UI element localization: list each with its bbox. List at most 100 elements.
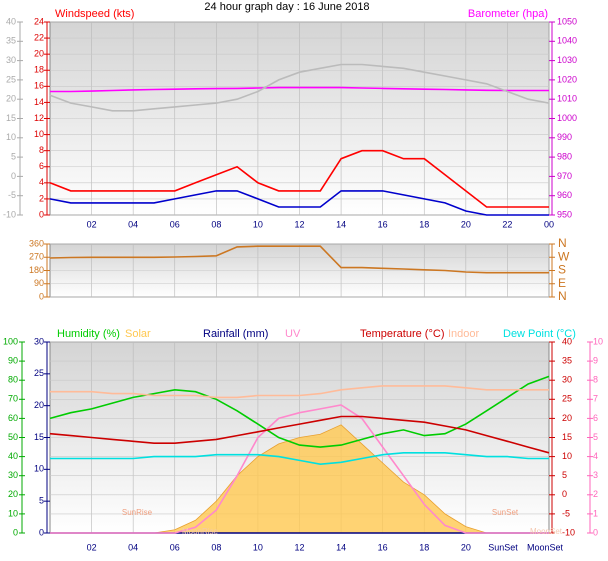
y3-tick-label: -5 [8,190,16,200]
y3-tick-label: 40 [6,16,16,26]
annotation: SunRise [122,508,153,517]
y3-tick-label: 10 [6,132,16,142]
y3-tick-label: 30 [6,55,16,65]
y2-tick-label: 970 [557,171,572,181]
y2-tick-label: 15 [562,432,572,442]
legend-label: Indoor [448,328,480,340]
y4-tick-label: 3 [593,470,598,480]
y-tick-label: 70 [8,394,18,404]
y-tick-label: 18 [34,65,44,75]
y-tick-label: 8 [39,145,44,155]
y-tick-label: 16 [34,81,44,91]
x-tick-label: 12 [294,219,304,229]
y-tick-label: 90 [34,278,44,288]
chart-title: 24 hour graph day : 16 June 2018 [204,1,369,13]
y-tick-label: 2 [39,193,44,203]
annotation: MoonSet [527,542,564,552]
x-tick-label: 00 [544,219,554,229]
y-tick-label: 22 [34,32,44,42]
y2-tick-label: 35 [562,355,572,365]
y-tick-label: 20 [8,489,18,499]
y-tick-label: 80 [8,375,18,385]
y4-tick-label: 6 [593,413,598,423]
y2-tick-label: 950 [557,209,572,219]
y-tick-label: 20 [34,49,44,59]
y-tick-label: 270 [29,252,44,262]
line [49,190,549,216]
y-tick-label: 6 [39,161,44,171]
line [50,404,549,534]
line [49,245,549,274]
x-tick-label: 12 [294,542,304,552]
y-tick-label: 0 [39,291,44,301]
y2-tick-label: 980 [557,151,572,161]
legend-label: Solar [125,328,151,340]
y2-tick-label: 1020 [557,74,577,84]
y3-tick-label: 20 [6,94,16,104]
y4-tick-label: 9 [593,355,598,365]
y2-tick-label: W [558,249,570,263]
line [50,385,549,399]
legend-label: Windspeed (kts) [55,8,134,20]
y3-tick-label: 10 [34,464,44,474]
legend-label: Dew Point (°C) [503,328,576,340]
annotation: MoonSet [530,527,563,536]
x-tick-label: 18 [419,542,429,552]
line [49,375,550,448]
x-tick-label: 10 [253,542,263,552]
y-tick-label: 50 [8,432,18,442]
legend-label: Humidity (%) [57,328,120,340]
y2-tick-label: N [558,236,567,250]
x-tick-label: 16 [378,542,388,552]
y-tick-label: 12 [34,113,44,123]
line [49,63,550,112]
legend-label: Temperature (°C) [360,328,444,340]
y3-tick-label: 5 [39,496,44,506]
y2-tick-label: 1050 [557,16,577,26]
x-tick-label: 16 [378,219,388,229]
y-tick-label: 0 [39,209,44,219]
line [49,149,549,208]
x-tick-label: 04 [128,542,138,552]
line [49,415,550,454]
y2-tick-label: -10 [562,527,575,537]
annotation: MoonRise [182,527,219,536]
y2-tick-label: E [558,276,566,290]
x-tick-label: 14 [336,542,346,552]
x-tick-label: 08 [211,219,221,229]
x-tick-label: 06 [170,219,180,229]
x-tick-label: 06 [170,542,180,552]
y-tick-label: 10 [34,129,44,139]
y2-tick-label: 1040 [557,36,577,46]
y-tick-label: 4 [39,177,44,187]
y2-tick-label: 1010 [557,94,577,104]
y-tick-label: 180 [29,265,44,275]
y-tick-label: 40 [8,451,18,461]
y4-tick-label: 10 [593,336,603,346]
y-tick-label: 10 [8,508,18,518]
y4-tick-label: 8 [593,375,598,385]
y3-tick-label: 15 [6,113,16,123]
y3-tick-label: 25 [34,368,44,378]
y2-tick-label: 40 [562,336,572,346]
y2-tick-label: 960 [557,190,572,200]
y2-tick-label: 990 [557,132,572,142]
y4-tick-label: 1 [593,508,598,518]
y-tick-label: 100 [3,336,18,346]
annotation: SunSet [492,508,519,517]
y4-tick-label: 7 [593,394,598,404]
y4-tick-label: 2 [593,489,598,499]
y3-tick-label: 35 [6,36,16,46]
x-tick-label: 02 [87,219,97,229]
y-tick-label: 14 [34,97,44,107]
y2-tick-label: 1000 [557,113,577,123]
x-tick-label: 02 [87,542,97,552]
y4-tick-label: 5 [593,432,598,442]
y4-tick-label: 0 [593,527,598,537]
legend-label: Rainfall (mm) [203,328,268,340]
y4-tick-label: 4 [593,451,598,461]
x-tick-label: 20 [461,542,471,552]
line [50,86,549,93]
y3-tick-label: 20 [34,400,44,410]
